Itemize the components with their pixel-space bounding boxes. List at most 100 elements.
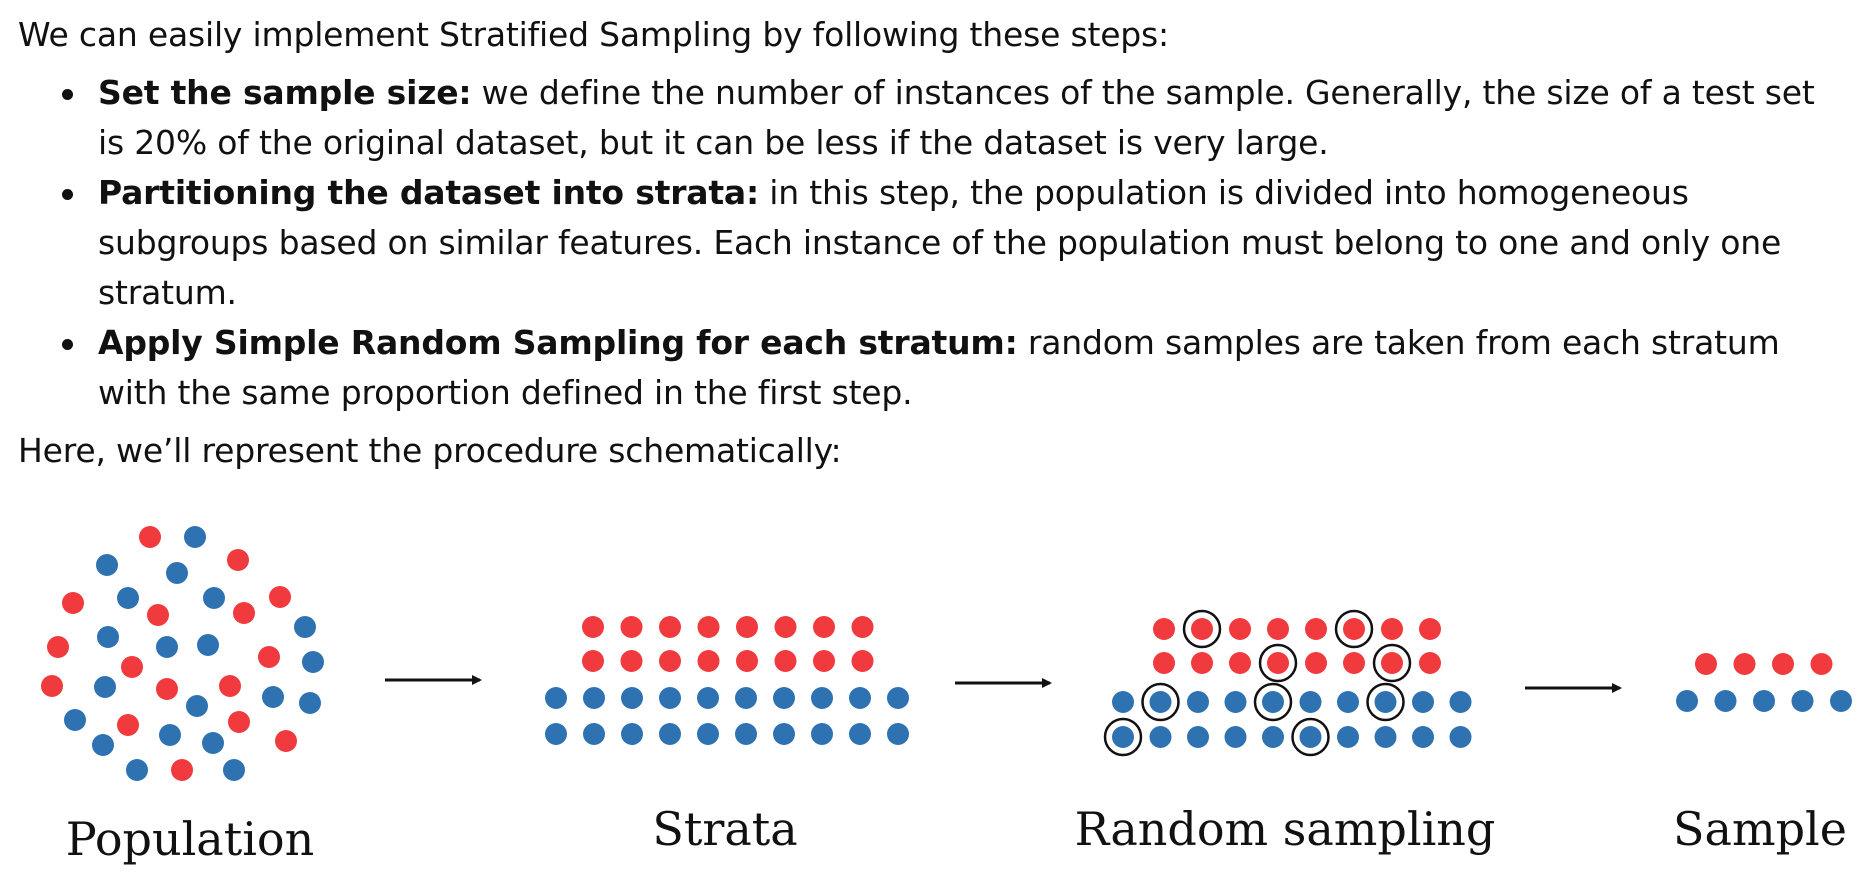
caption-sample: Sample [1673,802,1847,856]
blue-dot [1374,691,1397,713]
red-dot [1695,653,1717,675]
red-dot [219,675,241,697]
red-dot [228,711,250,733]
red-dot [1419,618,1441,640]
article-body: We can easily implement Stratified Sampl… [18,10,1848,476]
strata-grid [545,616,909,745]
blue-dot [545,723,567,745]
red-dot [1305,618,1327,640]
blue-dot [197,634,219,656]
step-title: Apply Simple Random Sampling for each st… [98,323,1018,362]
red-dot [1381,652,1403,674]
step-title: Set the sample size: [98,73,472,112]
red-dot [1267,652,1289,674]
red-dot [233,602,255,624]
red-dot [774,650,797,672]
caption-random-sampling: Random sampling [1075,802,1496,856]
blue-dot [1714,690,1737,712]
red-dot [813,650,835,672]
blue-dot [1449,726,1472,748]
blue-dot [302,651,324,673]
blue-dot [811,687,833,709]
blue-dot [1449,691,1472,713]
red-dot [1772,653,1794,675]
blue-dot [262,686,284,708]
blue-dot [773,687,795,709]
red-dot [275,730,297,752]
blue-dot [1187,726,1209,748]
blue-dot [1412,691,1434,713]
blue-dot [697,723,719,745]
red-dot [813,616,835,638]
red-dot [1343,618,1365,640]
selection-ring [1258,643,1298,683]
red-dot [121,656,143,678]
steps-list: Set the sample size: we define the numbe… [18,68,1848,418]
selection-ring [1291,717,1330,757]
blue-dot [1262,691,1284,713]
red-dot [697,616,720,638]
blue-dot [1791,690,1814,712]
blue-dot [97,626,119,648]
red-dot [620,616,643,638]
blue-dot [621,687,643,709]
blue-dot [1262,726,1284,748]
blue-dot [64,709,86,731]
red-dot [1229,618,1251,640]
blue-dot [1224,691,1247,713]
outro-paragraph: Here, we’ll represent the procedure sche… [18,431,842,470]
red-dot [117,714,139,736]
red-dot [171,759,193,781]
red-dot [1191,618,1213,640]
red-dot [47,636,69,658]
selection-ring [1334,609,1374,649]
blue-dot [1337,691,1359,713]
red-dot [1419,652,1441,674]
random-sampling-grid [1103,609,1472,757]
blue-dot [299,692,321,714]
blue-dot [1299,691,1322,713]
blue-dot [156,636,178,658]
red-dot [156,678,178,700]
blue-dot [117,587,139,609]
sample-grid [1676,653,1852,712]
step-title: Partitioning the dataset into strata: [98,173,759,212]
red-dot [736,650,758,672]
blue-dot [126,759,148,781]
blue-dot [1374,726,1397,748]
selection-ring [1253,682,1293,722]
step-text: random samples are taken from each strat… [98,323,1780,412]
caption-strata: Strata [652,802,797,856]
blue-dot [1149,726,1172,748]
red-dot [1343,652,1365,674]
red-dot [1153,652,1175,674]
selection-ring [1103,717,1143,757]
red-dot [1810,653,1833,675]
red-dot [659,650,681,672]
blue-dot [166,562,188,584]
stratified-sampling-diagram: Population Strata Random sampling Sample [41,526,1852,866]
selection-ring [1182,609,1222,649]
red-dot [774,616,797,638]
blue-dot [621,723,643,745]
step-text: we define the number of instances of the… [98,73,1815,162]
blue-dot [1676,690,1698,712]
blue-dot [202,732,224,754]
red-dot [1305,652,1327,674]
blue-dot [735,687,757,709]
red-dot [620,650,643,672]
blue-dot [1112,691,1134,713]
blue-dot [223,759,245,781]
blue-dot [94,676,116,698]
blue-dot [1112,726,1134,748]
selection-ring [1141,682,1180,722]
blue-dot [1187,691,1209,713]
blue-dot [203,587,225,609]
caption-population: Population [66,812,315,866]
blue-dot [659,723,681,745]
arrows [385,675,1622,693]
red-dot [1153,618,1175,640]
blue-dot [184,526,206,548]
step-sample-size: Set the sample size: we define the numbe… [18,68,1848,168]
red-dot [62,592,84,614]
